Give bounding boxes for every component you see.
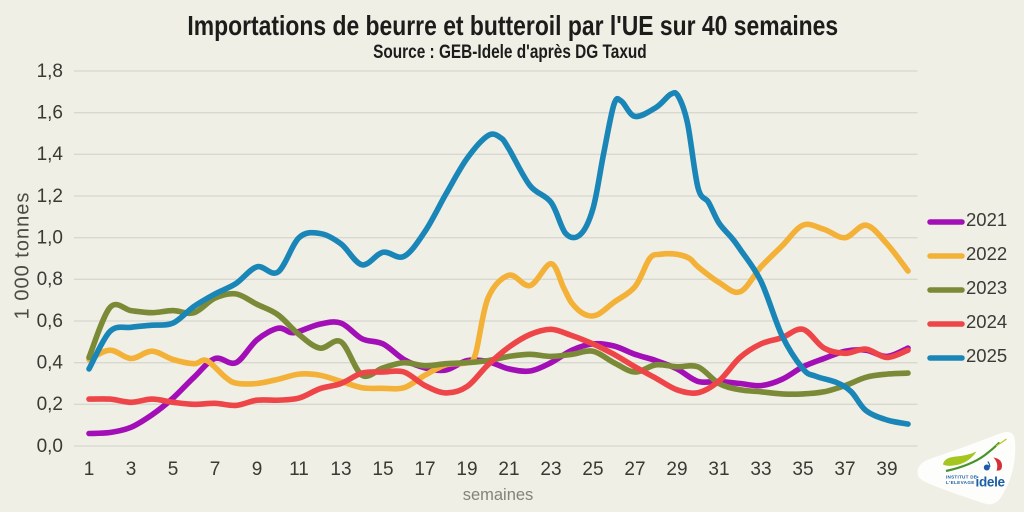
svg-text:25: 25: [582, 459, 603, 480]
svg-text:3: 3: [126, 459, 137, 480]
svg-text:2023: 2023: [966, 277, 1007, 298]
svg-text:17: 17: [414, 459, 435, 480]
svg-text:2024: 2024: [966, 311, 1007, 332]
svg-text:idele: idele: [976, 475, 1006, 490]
svg-text:2025: 2025: [966, 345, 1007, 366]
svg-text:1,0: 1,0: [37, 228, 63, 249]
svg-text:19: 19: [456, 459, 477, 480]
svg-text:1,2: 1,2: [37, 186, 63, 207]
svg-text:1: 1: [84, 459, 95, 480]
svg-text:0,2: 0,2: [37, 394, 63, 415]
svg-text:0,0: 0,0: [37, 436, 63, 457]
svg-text:5: 5: [168, 459, 179, 480]
svg-text:1,8: 1,8: [37, 61, 63, 82]
svg-text:7: 7: [210, 459, 221, 480]
svg-text:2022: 2022: [966, 243, 1007, 264]
svg-text:31: 31: [708, 459, 729, 480]
svg-text:L'ELEVAGE: L'ELEVAGE: [946, 480, 975, 485]
svg-text:15: 15: [372, 459, 393, 480]
svg-text:13: 13: [330, 459, 351, 480]
svg-text:27: 27: [624, 459, 645, 480]
svg-text:35: 35: [792, 459, 813, 480]
svg-text:21: 21: [498, 459, 519, 480]
svg-text:2021: 2021: [966, 209, 1007, 230]
svg-text:29: 29: [666, 459, 687, 480]
svg-text:33: 33: [750, 459, 771, 480]
svg-text:11: 11: [289, 459, 309, 480]
svg-text:37: 37: [834, 459, 855, 480]
svg-text:9: 9: [252, 459, 263, 480]
svg-text:1,4: 1,4: [37, 144, 64, 165]
svg-text:0,4: 0,4: [37, 353, 64, 374]
svg-text:23: 23: [540, 459, 561, 480]
svg-text:0,8: 0,8: [37, 269, 63, 290]
svg-text:INSTITUT DE: INSTITUT DE: [946, 475, 977, 480]
svg-text:39: 39: [876, 459, 897, 480]
svg-text:0,6: 0,6: [37, 311, 63, 332]
svg-text:1,6: 1,6: [37, 103, 63, 124]
